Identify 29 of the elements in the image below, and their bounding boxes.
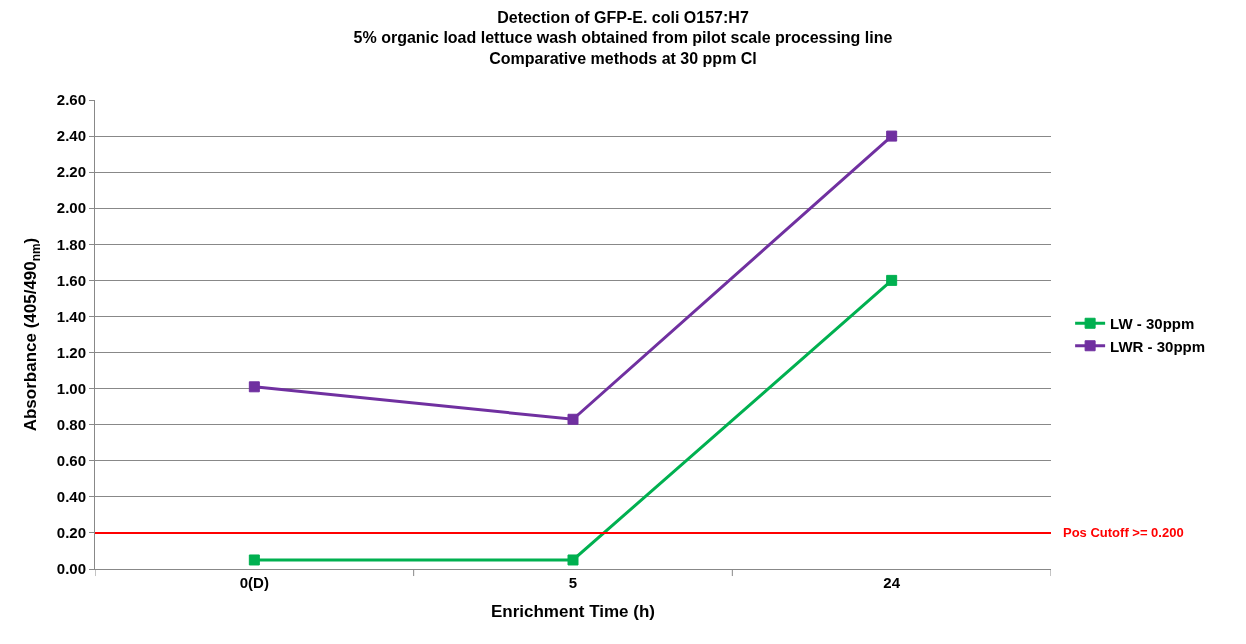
chart-subtitle: 5% organic load lettuce wash obtained from pilot scale processing line Comparative methods at 30 ppm Cl <box>353 29 893 68</box>
y-tick-label: 1.00 <box>56 379 86 397</box>
ref-line-label: Pos Cutoff >= 0.200 <box>1063 525 1184 540</box>
point <box>567 554 579 566</box>
y-tick-label: 2.20 <box>56 163 86 181</box>
y-tick-label: 2.00 <box>56 199 86 217</box>
y-tick-label: 2.40 <box>56 127 86 145</box>
x-axis-title: Enrichment Time (h) <box>490 602 656 622</box>
y-tick-label: 1.80 <box>56 235 86 253</box>
point <box>886 130 898 142</box>
y-tick-label: 0.80 <box>56 415 86 433</box>
y-tick-label: 0.40 <box>56 488 86 506</box>
point <box>567 413 579 425</box>
x-tick-label: 5 <box>568 574 578 591</box>
legend-label: LW - 30ppm <box>1110 315 1195 333</box>
point <box>248 554 260 566</box>
y-tick-label: 0.60 <box>56 452 86 470</box>
point <box>248 381 260 393</box>
y-tick-label: 0.00 <box>56 560 86 578</box>
y-tick-label: 2.60 <box>56 91 86 109</box>
y-tick-label: 0.20 <box>56 524 86 542</box>
y-tick-label: 1.60 <box>56 271 86 289</box>
chart-title: Detection of GFP-E. coli O157:H7 <box>497 8 749 26</box>
legend-label: LWR - 30ppm <box>1110 337 1206 355</box>
point <box>886 274 898 286</box>
y-tick-label: 1.40 <box>56 307 86 325</box>
x-tick-label: 0(D) <box>239 574 269 591</box>
x-tick-label: 24 <box>883 574 901 591</box>
y-tick-label: 1.20 <box>56 343 86 361</box>
